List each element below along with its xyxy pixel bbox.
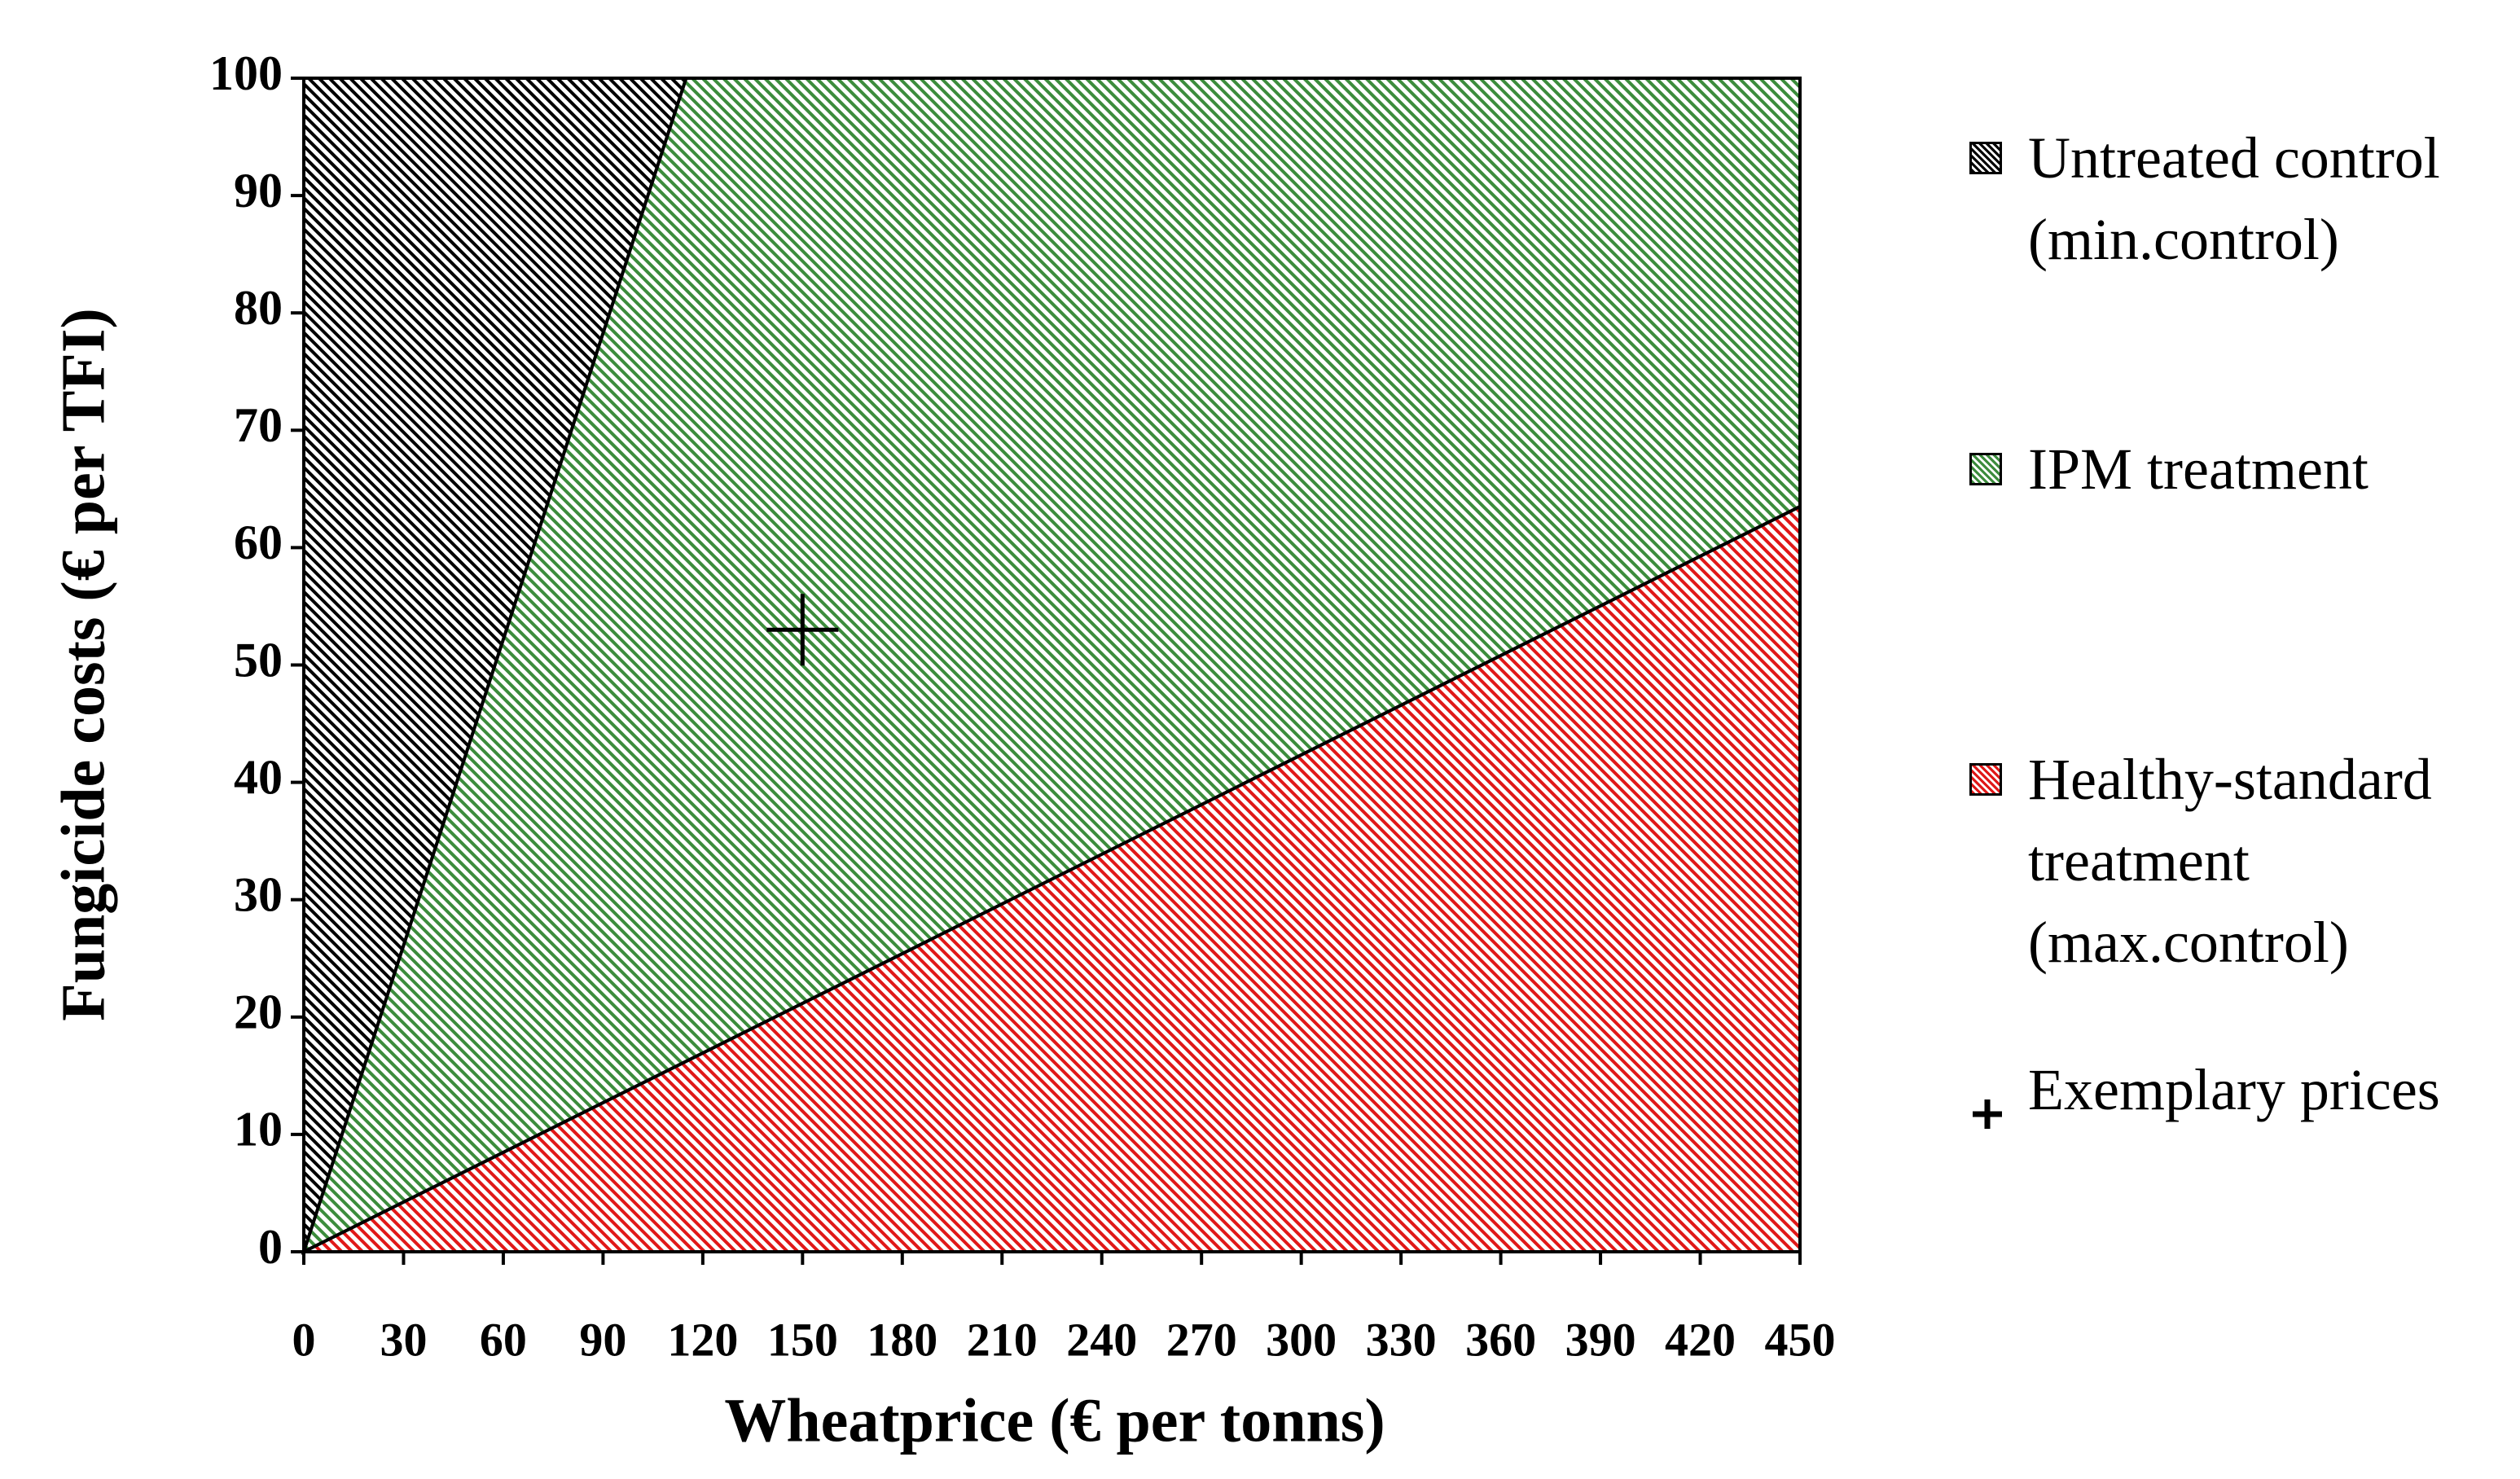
legend-swatch [1969,142,2002,174]
y-tick-label: 20 [234,985,283,1039]
legend-label: Untreated control (min.control) [2028,125,2440,272]
x-tick-label: 0 [292,1313,316,1366]
y-tick-label: 100 [209,46,283,100]
x-tick-label: 30 [380,1313,427,1366]
x-tick-label: 60 [480,1313,527,1366]
legend-item: Healthy-standard treatment (max.control) [1969,739,2520,983]
y-tick-label: 80 [234,281,283,335]
x-tick-label: 120 [667,1313,738,1366]
x-tick-label: 270 [1166,1313,1237,1366]
legend-item: Exemplary prices [1969,1049,2520,1130]
y-tick-label: 90 [234,164,283,217]
legend-item: IPM treatment [1969,428,2520,510]
x-tick-label: 210 [967,1313,1038,1366]
legend-label: Healthy-standard treatment (max.control) [2028,747,2432,975]
x-tick-label: 150 [767,1313,838,1366]
y-tick-label: 70 [234,398,283,452]
y-tick-label: 0 [258,1220,283,1274]
legend-item: Untreated control (min.control) [1969,117,2520,280]
legend-swatch [1969,453,2002,485]
y-axis-title: Fungicide costs (€ per TFI) [49,308,117,1020]
x-tick-label: 330 [1366,1313,1437,1366]
y-tick-label: 50 [234,633,283,687]
x-tick-label: 90 [579,1313,626,1366]
x-tick-label: 420 [1665,1313,1736,1366]
legend-label: Exemplary prices [2028,1057,2440,1122]
x-axis-title: Wheatprice (€ per tonns) [724,1386,1385,1455]
y-tick-label: 30 [234,867,283,921]
y-tick-label: 40 [234,750,283,804]
x-tick-label: 450 [1765,1313,1836,1366]
x-tick-label: 390 [1565,1313,1636,1366]
x-tick-label: 300 [1266,1313,1337,1366]
marker [766,594,839,666]
legend-label: IPM treatment [2028,437,2369,502]
x-tick-label: 360 [1465,1313,1536,1366]
legend-swatch [1969,1072,2005,1129]
x-tick-label: 240 [1066,1313,1137,1366]
y-tick-label: 60 [234,516,283,569]
legend-swatch [1969,763,2002,796]
y-tick-label: 10 [234,1103,283,1156]
x-tick-label: 180 [867,1313,937,1366]
